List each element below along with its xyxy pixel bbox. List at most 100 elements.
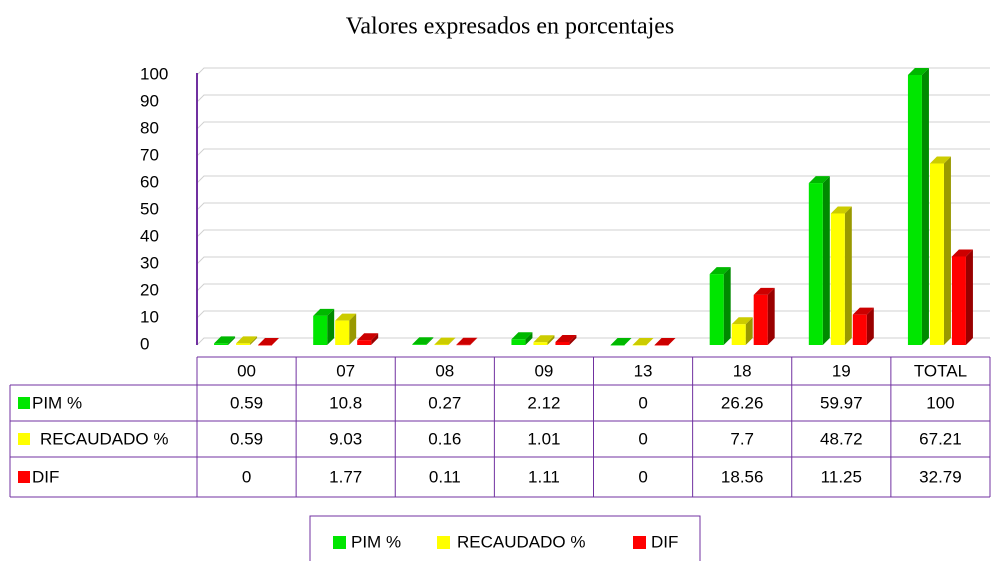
bar-top	[357, 333, 379, 341]
table-cell: 10.8	[329, 393, 362, 412]
y-tick-label: 10	[140, 307, 159, 326]
bar-side	[327, 308, 335, 345]
bar-side	[822, 176, 830, 345]
grid-line	[196, 283, 990, 292]
table-cell: 0.11	[429, 467, 461, 486]
table-cell: 1.77	[329, 467, 362, 486]
table-cell: 1.01	[527, 429, 560, 448]
table-cell: 32.79	[919, 467, 962, 486]
bar-side	[525, 332, 533, 345]
bar	[852, 307, 874, 345]
bar-front	[709, 274, 724, 345]
bar-side	[547, 335, 555, 345]
bar	[951, 249, 973, 345]
bar-top	[236, 336, 258, 344]
bar-top	[731, 317, 753, 325]
table-row-label: RECAUDADO %	[40, 429, 168, 448]
bar-front	[610, 345, 625, 346]
x-tick-label: 07	[336, 361, 355, 380]
y-tick-label: 50	[140, 199, 159, 218]
y-tick-label: 40	[140, 226, 159, 245]
chart-title: Valores expresados en porcentajes	[346, 14, 675, 40]
bar-side	[349, 313, 357, 345]
bar-side	[844, 206, 852, 345]
bar-side	[921, 68, 929, 345]
bar-side	[448, 337, 456, 345]
bar-front	[236, 343, 251, 345]
table-legend-key	[18, 433, 30, 445]
bar-top	[929, 156, 951, 164]
grid-line	[196, 121, 990, 130]
y-tick-label: 30	[140, 253, 159, 272]
bar-front	[335, 320, 350, 345]
bar-top	[258, 338, 280, 345]
bar-top	[709, 267, 731, 275]
bar	[335, 313, 357, 345]
bar	[511, 332, 533, 345]
bar	[533, 335, 555, 345]
bar	[555, 335, 577, 345]
table-cell: 0	[638, 393, 647, 412]
bar	[214, 336, 236, 345]
bar-front	[830, 213, 845, 345]
table-cell: 0.16	[428, 429, 461, 448]
grid-line	[196, 94, 990, 103]
bar-front	[731, 324, 746, 345]
grid-line	[196, 67, 990, 76]
table-cell: 100	[926, 393, 954, 412]
table-cell: 9.03	[329, 429, 362, 448]
bar-top	[830, 206, 852, 214]
table-cell: 7.7	[730, 429, 754, 448]
bar-front	[357, 340, 372, 345]
bar-side	[426, 337, 434, 345]
x-tick-label: 18	[733, 361, 752, 380]
y-tick-label: 100	[140, 64, 168, 83]
legend-key	[333, 536, 346, 549]
bar-front	[852, 314, 867, 345]
bar	[313, 308, 335, 345]
grid-line	[196, 148, 990, 157]
x-tick-label: 09	[534, 361, 553, 380]
bar-top	[313, 308, 335, 316]
bar-top	[632, 338, 654, 345]
table-cell: 0	[242, 467, 251, 486]
x-tick-label: TOTAL	[914, 361, 967, 380]
table-cell: 26.26	[721, 393, 764, 412]
bar	[434, 337, 456, 346]
bar-top	[907, 68, 929, 75]
bar	[830, 206, 852, 345]
bar-top	[412, 337, 434, 345]
bar-front	[753, 294, 768, 345]
legend-box	[309, 515, 701, 561]
table-cell: 0	[638, 467, 647, 486]
x-tick-label: 08	[435, 361, 454, 380]
bar-side	[228, 336, 236, 345]
table-cell: 59.97	[820, 393, 863, 412]
bar	[357, 333, 379, 345]
bar-side	[470, 337, 478, 345]
y-tick-label: 90	[140, 91, 159, 110]
bar-top	[456, 337, 478, 345]
y-tick-label: 20	[140, 280, 159, 299]
bar-top	[610, 338, 632, 345]
table-cell: 0.59	[230, 393, 263, 412]
table-cell: 48.72	[820, 429, 863, 448]
bar-side	[745, 317, 753, 345]
bar-front	[412, 344, 427, 345]
grid-line	[196, 202, 990, 211]
bar-front	[456, 344, 471, 346]
bar-front	[258, 345, 273, 346]
bar	[808, 176, 830, 345]
bar-top	[951, 249, 973, 257]
x-tick-label: 19	[832, 361, 851, 380]
grid-line	[196, 229, 990, 238]
bar	[610, 338, 632, 346]
table-cell: 0.59	[230, 429, 263, 448]
table-cell: 67.21	[919, 429, 962, 448]
bar-top	[852, 307, 874, 315]
table-cell: 1.11	[528, 467, 560, 486]
bar-front	[434, 344, 449, 346]
bar	[929, 156, 951, 345]
bar	[236, 336, 258, 345]
